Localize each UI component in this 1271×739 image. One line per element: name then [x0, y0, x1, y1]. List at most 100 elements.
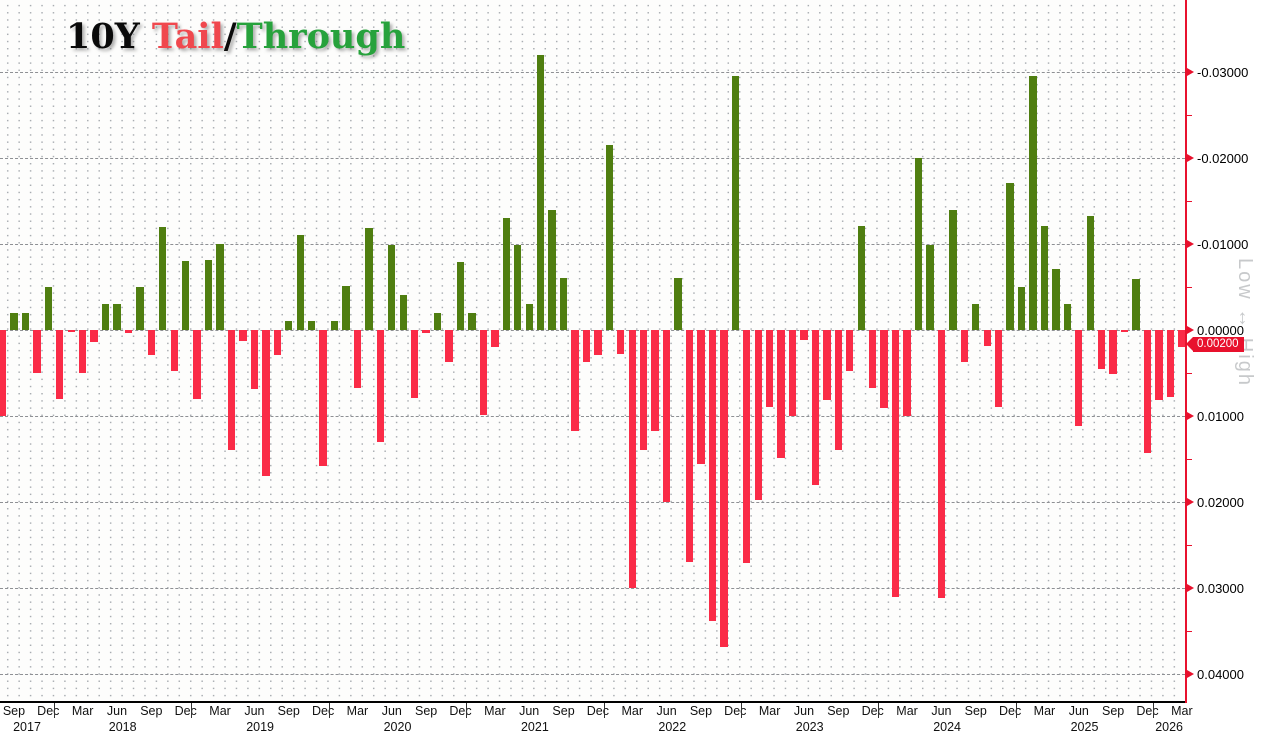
through-bar [216, 244, 224, 330]
x-axis-month-label: Mar [71, 704, 94, 718]
x-axis-month-label: Mar [346, 704, 369, 718]
tail-bar [1178, 330, 1185, 348]
x-axis-month-label: Dec [311, 704, 335, 718]
x-axis-month-label: Mar [484, 704, 506, 718]
tail-bar [250, 330, 259, 390]
through-bar [182, 261, 190, 330]
through-bar [468, 312, 476, 330]
gridline [0, 501, 1185, 503]
chart-plot-area[interactable] [0, 0, 1185, 701]
through-bar [10, 312, 18, 330]
x-axis-month-label: Dec [1136, 704, 1159, 718]
x-axis-year-label: 2018 [108, 720, 137, 734]
tail-bar [0, 330, 7, 416]
tail-bar [960, 330, 968, 362]
through-bar [399, 294, 407, 330]
x-axis-month-label: Mar [1033, 704, 1056, 718]
tail-bar [56, 330, 64, 399]
gridline [0, 243, 1185, 245]
tail-bar [67, 330, 75, 332]
axis-tick-arrow-icon [1187, 240, 1194, 248]
tail-bar [33, 330, 41, 373]
through-bar [136, 287, 144, 330]
x-axis-month-label: Sep [552, 704, 575, 718]
tail-bar [662, 330, 671, 502]
tail-bar [1098, 330, 1106, 369]
axis-tick-arrow-icon [1187, 670, 1194, 678]
y-axis-minor-tick [1185, 545, 1192, 546]
through-bar [1017, 287, 1026, 330]
y-axis-minor-tick [1185, 459, 1192, 460]
through-bar [1052, 268, 1060, 330]
x-axis-month-label: Sep [964, 704, 987, 718]
y-axis-minor-tick [1185, 287, 1192, 288]
through-bar [514, 244, 522, 330]
through-bar [857, 225, 865, 330]
through-bar [296, 235, 304, 330]
x-axis-month-label: Mar [896, 704, 918, 718]
x-axis-month-label: Sep [1102, 704, 1125, 718]
through-bar [949, 209, 957, 330]
x-axis-month-label: Dec [37, 704, 60, 718]
y-axis-tick-label: 0.04000 [1197, 666, 1244, 682]
through-bar [1040, 225, 1049, 330]
through-bar [285, 321, 293, 330]
year-separator-tick [54, 703, 55, 718]
x-axis-month-label: Dec [861, 704, 884, 718]
axis-tick-arrow-icon [1187, 154, 1194, 162]
x-axis-month-label: Sep [277, 704, 300, 718]
tail-bar [891, 330, 900, 597]
x-axis-month-label: Jun [381, 704, 402, 718]
year-separator-tick [466, 703, 468, 718]
through-bar [674, 278, 682, 330]
through-bar [204, 260, 213, 330]
x-axis-year-label: 2022 [658, 720, 687, 734]
gridline [0, 329, 1185, 331]
tail-bar [994, 330, 1003, 408]
tail-bar [1075, 330, 1083, 427]
x-axis-month-label: Sep [827, 704, 850, 718]
tail-bar [765, 330, 774, 408]
through-bar [525, 304, 533, 330]
through-bar [1086, 215, 1094, 330]
low-high-watermark: Low ↔ High [1234, 258, 1256, 387]
through-bar [388, 244, 396, 330]
through-bar [342, 286, 350, 330]
gridline [0, 587, 1185, 589]
tail-bar [227, 330, 236, 451]
tail-bar [147, 330, 156, 355]
x-axis-month-label: Dec [998, 704, 1022, 718]
tail-bar [1143, 330, 1152, 453]
axis-tick-arrow-icon [1187, 584, 1194, 592]
tail-bar [491, 330, 499, 348]
tail-bar [594, 330, 602, 355]
x-axis-year-label: 2021 [520, 720, 549, 734]
x-axis-month-label: Sep [415, 704, 438, 718]
tail-bar [90, 330, 98, 343]
tail-bar [571, 330, 579, 432]
gridline [0, 71, 1185, 73]
title-slash: / [223, 16, 237, 57]
year-separator-tick [191, 703, 193, 718]
tail-bar [1155, 330, 1163, 400]
y-axis-tick-label: 0.00000 [1197, 322, 1244, 338]
tail-bar [376, 330, 385, 442]
through-bar [1132, 279, 1140, 330]
y-axis-line [1185, 0, 1187, 703]
x-axis-year-label: 2025 [1070, 720, 1099, 734]
through-bar [113, 304, 121, 330]
x-axis-month-label: Jun [519, 704, 540, 718]
x-axis-month-label: Dec [586, 704, 609, 718]
x-axis-month-label: Mar [209, 704, 231, 718]
axis-tick-arrow-icon [1187, 498, 1194, 506]
tail-bar [1120, 330, 1129, 332]
through-bar [605, 145, 614, 330]
title-through-label: Through [236, 16, 406, 57]
y-axis-tick-label: -0.03000 [1197, 64, 1249, 80]
through-bar [731, 76, 739, 330]
tail-bar [170, 330, 178, 372]
x-axis-month-label: Jun [1068, 704, 1089, 718]
tail-bar [846, 330, 854, 372]
x-axis-month-label: Mar [1171, 704, 1193, 718]
tail-bar [983, 330, 991, 347]
